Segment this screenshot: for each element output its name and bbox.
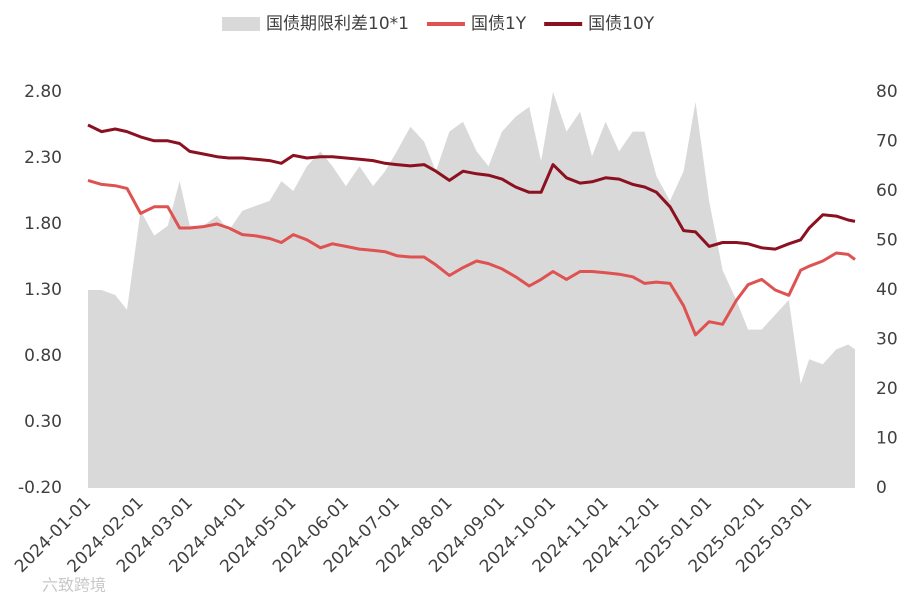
legend-label: 国债10Y [588,14,655,34]
legend-label: 国债1Y [471,14,527,34]
y2-tick-label: 10 [876,429,898,449]
y2-tick-label: 20 [876,379,898,399]
y2-tick-label: 30 [876,330,898,350]
y-tick-label: 0.30 [24,412,62,432]
y2-tick-label: 50 [876,231,898,251]
y-tick-label: 1.80 [24,214,62,234]
y-tick-label: 2.80 [24,82,62,102]
y-tick-label: 2.30 [24,148,62,168]
spread-area [88,92,855,488]
y2-tick-label: 70 [876,132,898,152]
legend: 国债期限利差10*1 国债1Y 国债10Y [222,14,655,34]
y2-tick-label: 0 [876,478,887,498]
y2-tick-label: 80 [876,82,898,102]
series-line [87,178,856,337]
watermark: 六致跨境 [42,576,106,595]
y2-tick-label: 40 [876,280,898,300]
y-tick-label: 0.80 [24,346,62,366]
y2-tick-label: 60 [876,181,898,201]
y-tick-label: -0.20 [18,478,62,498]
legend-label: 国债期限利差10*1 [266,14,409,34]
legend-swatch [222,17,260,31]
plot-area [87,92,856,488]
y-tick-label: 1.30 [24,280,62,300]
series-line [87,123,856,251]
